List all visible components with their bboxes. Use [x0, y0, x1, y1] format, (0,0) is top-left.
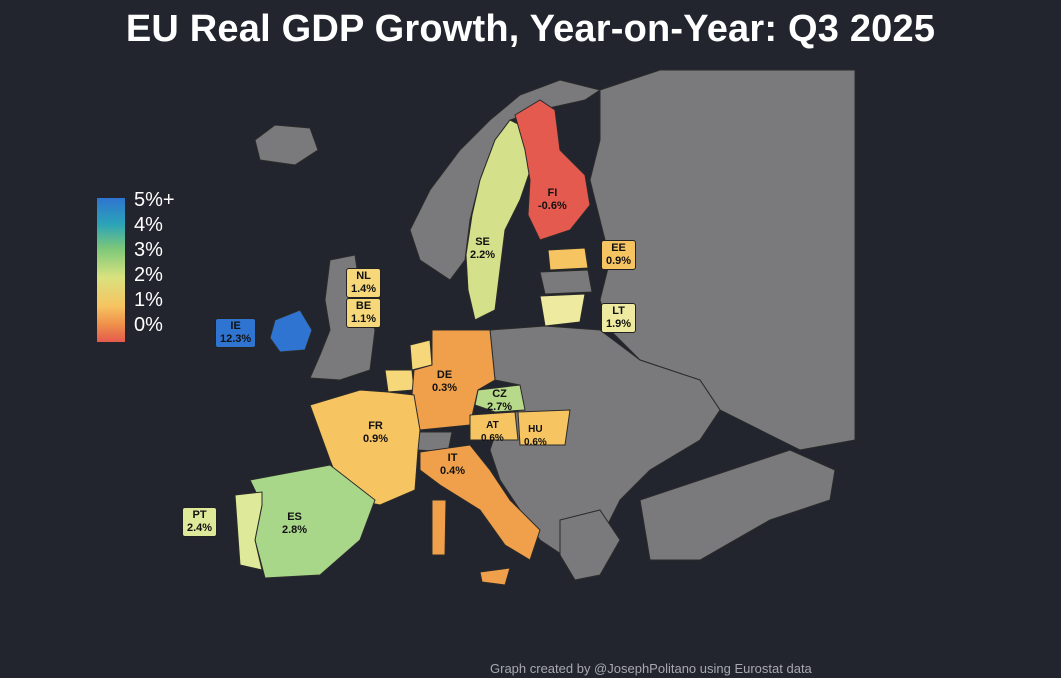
region-austria — [469, 411, 519, 441]
country-value: 1.1% — [351, 313, 377, 325]
country-value: 0.6% — [524, 437, 547, 448]
label-es: ES 2.8% — [282, 511, 307, 537]
country-value: 2.7% — [487, 401, 513, 413]
region-finland — [514, 99, 591, 241]
region-italy — [419, 444, 541, 561]
country-code: HU — [528, 424, 543, 435]
region-lithuania — [539, 293, 586, 327]
country-code: DE — [436, 369, 453, 381]
country-value: 0.3% — [432, 382, 458, 394]
legend-tick: 5%+ — [134, 189, 175, 211]
region-estonia — [547, 247, 589, 271]
label-cz: CZ 2.7% — [487, 388, 512, 414]
legend-tick: 2% — [134, 264, 163, 286]
legend-color-bar — [97, 198, 125, 342]
country-code: IE — [230, 320, 241, 332]
label-de: DE 0.3% — [432, 369, 457, 395]
country-value: 0.9% — [363, 433, 389, 445]
legend-tick: 3% — [134, 239, 163, 261]
label-it: IT 0.4% — [440, 452, 465, 478]
region-latvia — [539, 269, 593, 295]
country-code: IT — [447, 452, 458, 464]
country-code: FR — [368, 420, 383, 432]
country-code: CZ — [492, 388, 507, 400]
country-code: BE — [355, 300, 372, 312]
country-code: AT — [486, 420, 499, 431]
country-code: PT — [192, 509, 207, 521]
label-pt: PT 2.4% — [182, 507, 218, 537]
label-at: AT 0.6% — [481, 419, 504, 445]
label-fr: FR 0.9% — [363, 420, 388, 446]
region-iceland — [254, 124, 319, 166]
region-norway — [409, 79, 602, 281]
region-czechia — [474, 384, 526, 413]
legend-tick: 0% — [134, 314, 163, 336]
label-hu: HU 0.6% — [524, 423, 547, 449]
country-code: ES — [287, 511, 302, 523]
country-value: 0.4% — [440, 465, 466, 477]
label-nl: NL 1.4% — [346, 268, 382, 298]
region-greece — [559, 509, 621, 581]
region-portugal — [234, 491, 263, 571]
country-value: -0.6% — [538, 200, 567, 212]
country-code: FI — [547, 187, 558, 199]
country-value: 2.2% — [470, 249, 496, 261]
country-value: 2.4% — [187, 522, 213, 534]
legend-tick: 4% — [134, 214, 163, 236]
country-code: NL — [356, 270, 371, 282]
country-value: 1.4% — [351, 283, 377, 295]
label-ie: IE 12.3% — [215, 318, 257, 348]
label-fi: FI -0.6% — [538, 187, 567, 213]
chart-title: EU Real GDP Growth, Year-on-Year: Q3 202… — [125, 8, 936, 50]
country-value: 2.8% — [282, 524, 308, 536]
label-ee: EE 0.9% — [601, 240, 637, 270]
country-value: 0.9% — [606, 255, 632, 267]
country-code: EE — [611, 242, 626, 254]
region-ireland — [269, 309, 313, 353]
region-germany — [411, 329, 496, 431]
country-code: LT — [612, 305, 625, 317]
country-code: SE — [475, 236, 490, 248]
label-lt: LT 1.9% — [601, 303, 637, 333]
region-belgium — [384, 369, 415, 393]
region-hungary — [517, 409, 571, 446]
country-value: 1.9% — [606, 318, 632, 330]
label-se: SE 2.2% — [470, 236, 495, 262]
country-value: 12.3% — [220, 333, 252, 345]
legend-tick: 1% — [134, 289, 163, 311]
source-credit: Graph created by @JosephPolitano using E… — [490, 661, 812, 676]
region-turkey — [639, 449, 836, 561]
region-sardinia — [431, 499, 447, 556]
country-value: 0.6% — [481, 433, 504, 444]
label-be: BE 1.1% — [346, 298, 382, 328]
region-sicily — [479, 567, 511, 586]
